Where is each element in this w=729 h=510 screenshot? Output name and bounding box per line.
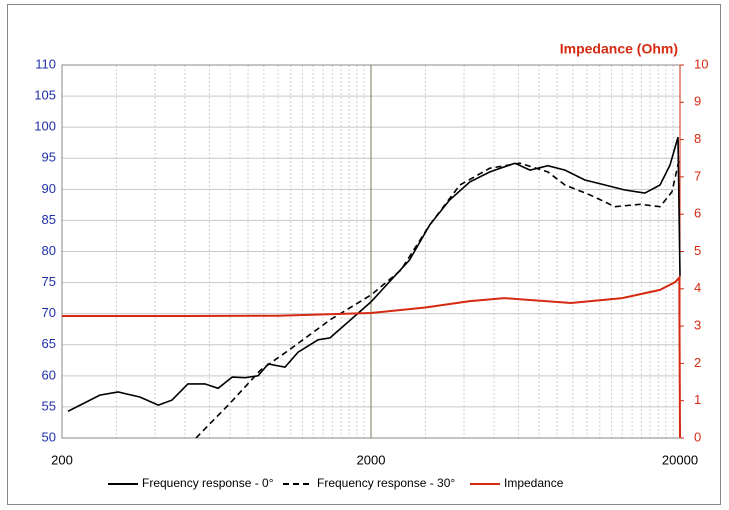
legend-label: Impedance	[504, 476, 564, 490]
y2-tick-label: 2	[694, 355, 701, 370]
y-tick-label: 70	[42, 305, 56, 320]
y2-tick-label: 3	[694, 318, 701, 333]
y2-tick-label: 0	[694, 429, 701, 444]
series-line	[195, 159, 680, 438]
y-tick-label: 105	[34, 88, 56, 103]
x-tick-label: 20000	[662, 452, 698, 467]
y2-tick-label: 6	[694, 206, 701, 221]
y-tick-label: 80	[42, 243, 56, 258]
y2-tick-label: 7	[694, 168, 701, 183]
y-tick-label: 110	[35, 56, 56, 71]
y2-axis-title: Impedance (Ohm)	[560, 41, 678, 57]
y2-tick-label: 4	[694, 280, 701, 295]
y2-tick-label: 1	[694, 392, 701, 407]
y-tick-label: 90	[42, 181, 56, 196]
y-tick-label: 55	[42, 398, 56, 413]
y-tick-label: 75	[42, 274, 56, 289]
y2-tick-label: 5	[694, 243, 701, 258]
y-tick-label: 95	[42, 150, 56, 165]
y-tick-label: 50	[42, 429, 56, 444]
y-tick-label: 65	[42, 336, 56, 351]
y-tick-label: 100	[34, 119, 56, 134]
y2-tick-label: 10	[694, 56, 708, 71]
y-tick-label: 85	[42, 212, 56, 227]
series-line	[62, 275, 681, 438]
x-tick-label: 2000	[357, 452, 386, 467]
legend-label: Frequency response - 0°	[142, 476, 274, 490]
legend-label: Frequency response - 30°	[317, 476, 455, 490]
y2-tick-label: 8	[694, 131, 701, 146]
y2-tick-label: 9	[694, 94, 701, 109]
x-tick-label: 200	[51, 452, 73, 467]
y-tick-label: 60	[42, 367, 56, 382]
